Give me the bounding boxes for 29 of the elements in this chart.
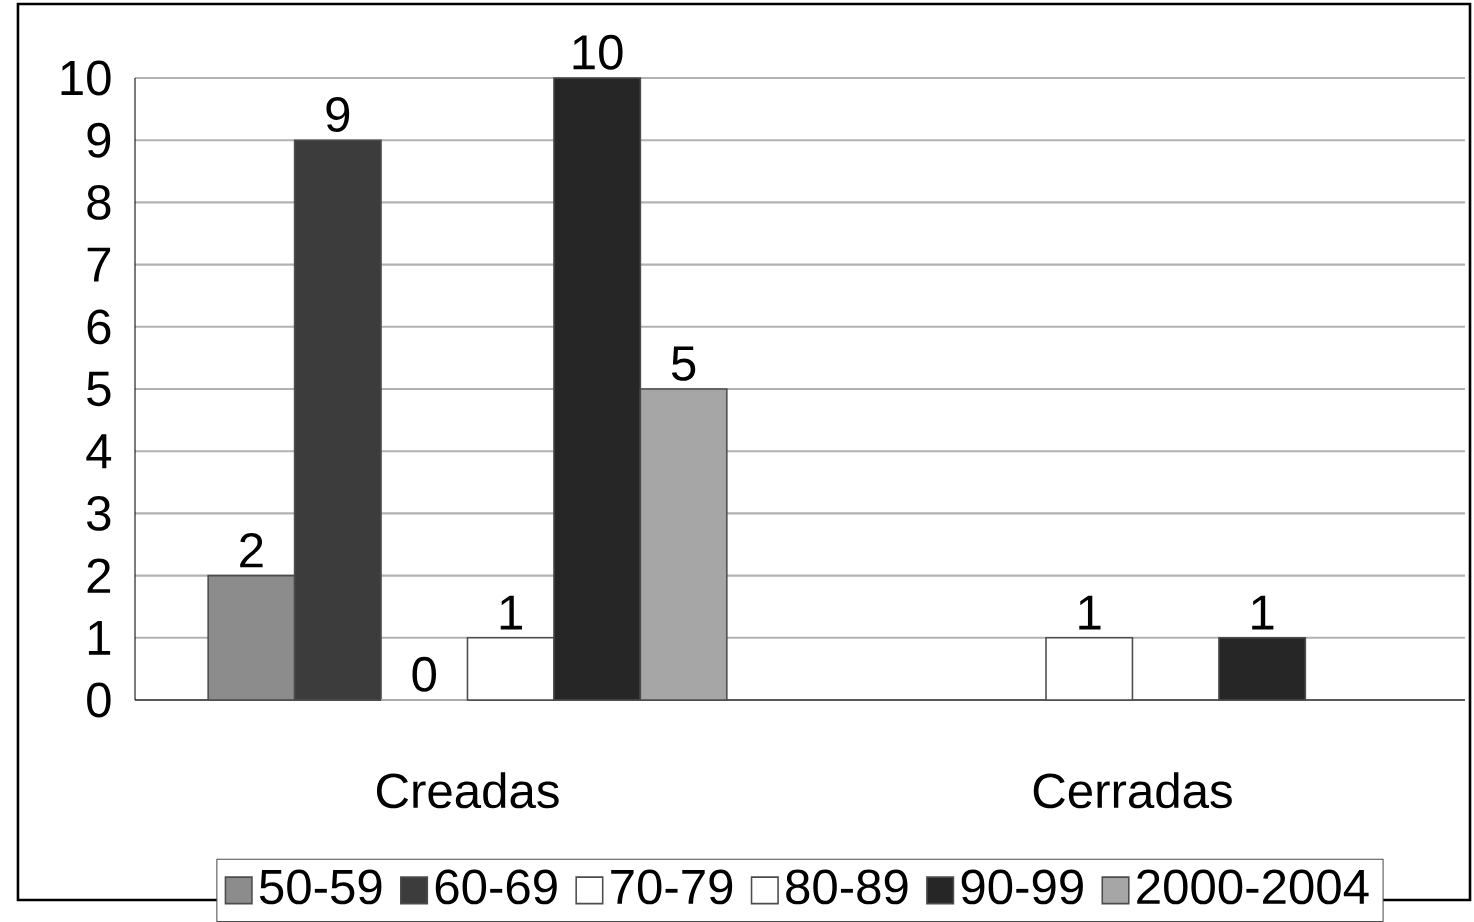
data-label: 0 (412, 656, 437, 692)
y-tick-label: 0 (87, 682, 111, 718)
data-label: 1 (500, 595, 522, 630)
y-tick-label: 8 (87, 184, 111, 220)
y-tick-label: 10 (61, 60, 111, 96)
legend-label: 90-99 (961, 869, 1083, 905)
y-tick-label: 6 (87, 309, 111, 345)
x-tick-label: Creadas (376, 772, 559, 809)
y-tick-label: 4 (86, 434, 112, 469)
y-tick-label: 2 (87, 558, 111, 593)
data-label: 10 (573, 34, 623, 70)
data-label: 1 (1079, 595, 1101, 630)
data-label: 5 (671, 346, 696, 381)
bar (1045, 636, 1134, 701)
y-tick-label: 5 (87, 371, 111, 407)
legend-label: 2000-2004 (1137, 869, 1369, 905)
y-tick-label: 9 (87, 122, 111, 158)
y-tick-label: 7 (87, 247, 111, 282)
y-tick-label: 3 (87, 495, 111, 531)
bar (1218, 636, 1307, 701)
y-tick-label: 1 (88, 620, 111, 655)
data-label: 9 (326, 97, 350, 132)
data-label: 1 (1252, 595, 1274, 630)
x-tick-label: Cerradas (1033, 772, 1232, 809)
legend-label: 80-89 (786, 869, 908, 905)
legend-label: 70-79 (611, 869, 733, 905)
legend-label: 60-69 (435, 869, 557, 905)
legend-label: 50-59 (259, 869, 382, 905)
data-label: 2 (240, 532, 263, 568)
